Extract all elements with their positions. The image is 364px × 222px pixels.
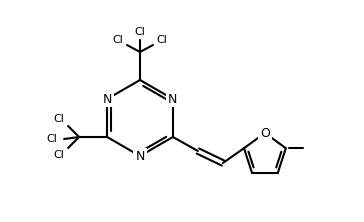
Text: Cl: Cl <box>112 35 123 45</box>
Text: N: N <box>168 93 178 105</box>
Text: Cl: Cl <box>135 27 146 37</box>
Text: N: N <box>102 93 112 105</box>
Text: Cl: Cl <box>54 114 64 124</box>
Text: O: O <box>260 127 270 139</box>
Text: Cl: Cl <box>54 150 64 160</box>
Text: Cl: Cl <box>47 134 58 144</box>
Text: N: N <box>135 149 145 163</box>
Text: Cl: Cl <box>157 35 167 45</box>
